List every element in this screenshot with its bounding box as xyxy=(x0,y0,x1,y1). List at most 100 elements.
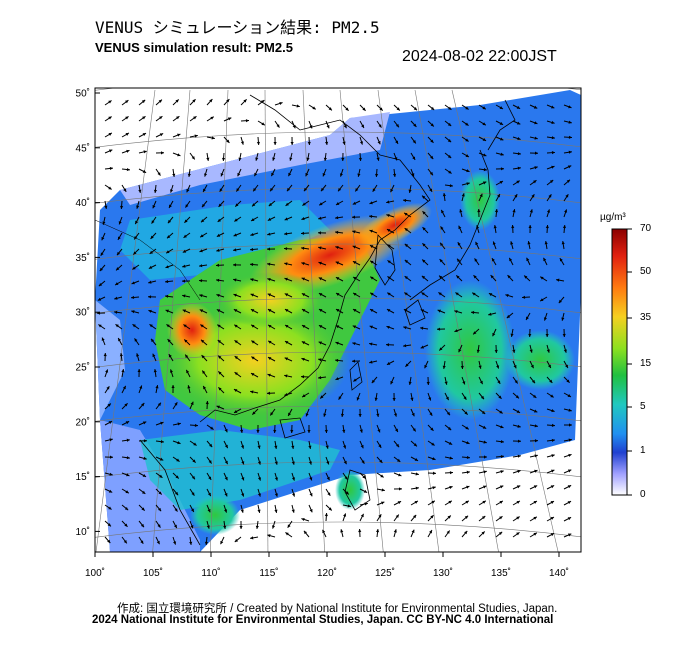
wind-arrowhead xyxy=(497,380,501,384)
wind-arrowhead xyxy=(482,137,487,141)
wind-arrowhead xyxy=(430,427,434,431)
wind-arrowhead xyxy=(386,229,391,233)
wind-arrowhead xyxy=(393,529,397,533)
wind-arrowhead xyxy=(251,356,255,360)
green-blob-southwest xyxy=(190,495,240,535)
wind-arrowhead xyxy=(139,385,143,389)
wind-arrowhead xyxy=(153,189,158,193)
green-blob-north xyxy=(460,170,500,230)
wind-arrowhead xyxy=(492,332,496,337)
wind-arrowhead xyxy=(123,540,127,544)
wind-arrowhead xyxy=(500,425,504,429)
wind-arrowhead xyxy=(343,124,347,129)
wind-arrowhead xyxy=(464,530,468,535)
wind-arrowhead xyxy=(256,429,260,433)
wind-arrowhead xyxy=(516,121,521,125)
wind-arrowhead xyxy=(445,396,449,401)
wind-arrowhead xyxy=(566,379,570,383)
wind-arrowhead xyxy=(149,250,154,254)
wind-arrowhead xyxy=(386,213,390,218)
wind-arrowhead xyxy=(510,333,514,337)
wind-arrowhead xyxy=(165,309,169,313)
wind-arrowhead xyxy=(457,242,461,246)
wind-arrowhead xyxy=(138,189,142,193)
wind-arrowhead xyxy=(226,139,230,143)
wind-arrowhead xyxy=(308,461,312,465)
wind-arrowhead xyxy=(428,397,432,401)
wind-arrowhead xyxy=(191,492,195,496)
wind-arrowhead xyxy=(466,182,470,186)
wind-arrowhead xyxy=(185,354,189,358)
wind-arrowhead xyxy=(234,340,238,344)
wind-arrowhead xyxy=(192,459,196,463)
wind-arrowhead xyxy=(140,523,145,528)
wind-arrowhead xyxy=(461,193,465,197)
wind-arrowhead xyxy=(413,107,418,111)
wind-arrowhead xyxy=(126,456,130,460)
wind-arrowhead xyxy=(517,152,521,156)
wind-arrowhead xyxy=(465,154,469,157)
wind-arrowhead xyxy=(335,261,340,265)
wind-arrowhead xyxy=(108,421,113,425)
wind-arrowhead xyxy=(395,514,399,518)
wind-arrowhead xyxy=(444,381,448,385)
wind-arrowhead xyxy=(550,501,555,504)
wind-arrowhead xyxy=(201,203,206,208)
wind-arrowhead xyxy=(125,490,129,494)
wind-arrowhead xyxy=(386,309,391,313)
wind-arrowhead xyxy=(136,205,140,209)
wind-arrowhead xyxy=(403,309,408,313)
latitude-tick-label: 15˚ xyxy=(76,471,90,483)
wind-arrowhead xyxy=(352,325,357,329)
wind-arrowhead xyxy=(533,516,537,520)
wind-arrowhead xyxy=(369,201,373,205)
wind-arrowhead xyxy=(335,377,339,381)
wind-arrowhead xyxy=(386,343,390,347)
wind-arrowhead xyxy=(207,492,211,497)
wind-arrowhead xyxy=(397,501,402,505)
wind-arrowhead xyxy=(439,259,443,263)
wind-arrowhead xyxy=(551,454,555,458)
wind-arrowhead xyxy=(455,292,459,296)
wind-arrowhead xyxy=(276,124,280,128)
wind-arrowhead xyxy=(152,353,156,358)
wind-arrowhead xyxy=(516,409,521,413)
wind-arrowhead xyxy=(209,99,213,103)
wind-arrowhead xyxy=(335,245,339,250)
low-concentration-edge-south xyxy=(100,420,200,552)
wind-arrowhead xyxy=(224,444,228,449)
wind-arrowhead xyxy=(201,355,205,359)
wind-arrowhead xyxy=(390,188,394,193)
wind-arrowhead xyxy=(107,523,111,527)
wind-arrowhead xyxy=(490,275,494,279)
wind-arrowhead xyxy=(160,440,164,444)
wind-arrowhead xyxy=(375,173,379,177)
wind-arrowhead xyxy=(165,265,169,269)
wind-arrowhead xyxy=(165,294,169,298)
wind-arrowhead xyxy=(116,251,121,256)
wind-arrowhead xyxy=(499,410,503,414)
wind-arrowhead xyxy=(290,141,294,145)
wind-arrowhead xyxy=(142,133,147,136)
wind-arrowhead xyxy=(296,104,300,108)
wind-arrowhead xyxy=(136,353,140,357)
wind-arrowhead xyxy=(291,477,296,481)
wind-arrowhead xyxy=(353,292,357,296)
wind-arrowhead xyxy=(456,275,460,279)
wind-arrowhead xyxy=(410,397,414,401)
colorbar-label: 5 xyxy=(640,401,646,412)
wind-arrowhead xyxy=(439,275,443,279)
wind-arrowhead xyxy=(240,429,244,433)
wind-arrowhead xyxy=(177,153,181,157)
wind-arrowhead xyxy=(422,259,426,263)
longitude-line xyxy=(451,89,559,552)
wind-arrowhead xyxy=(499,121,504,125)
wind-arrowhead xyxy=(301,217,305,221)
wind-arrowhead xyxy=(125,421,130,425)
wind-arrowhead xyxy=(261,100,265,104)
wind-arrowhead xyxy=(466,169,470,173)
wind-arrowhead xyxy=(551,120,555,124)
wind-arrowhead xyxy=(506,314,511,319)
wind-arrowhead xyxy=(124,523,128,527)
